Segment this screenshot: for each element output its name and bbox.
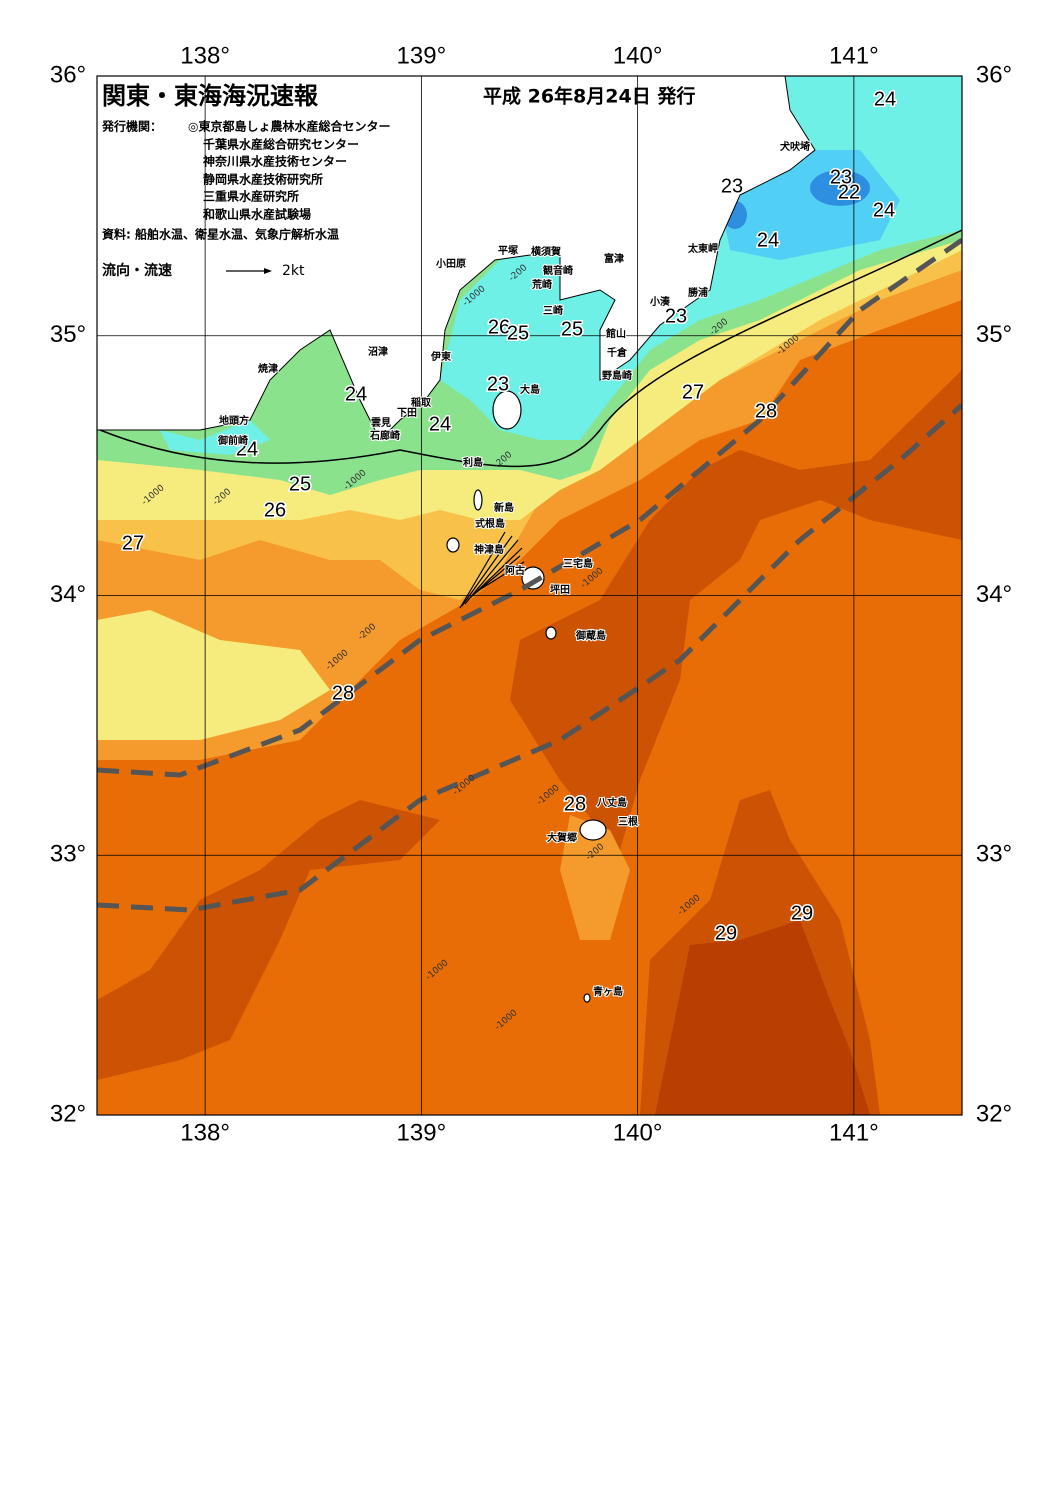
lon-label: 139°: [397, 42, 447, 69]
lon-label: 138°: [180, 42, 230, 69]
lon-label: 140°: [613, 1119, 663, 1146]
issuer: 和歌山県水産試験場: [202, 207, 311, 222]
place-name: 犬吠埼: [780, 140, 810, 153]
temperature-label: 24: [429, 413, 451, 435]
place-name: 稲取: [411, 396, 432, 409]
temperature-label: 29: [715, 922, 737, 944]
issue-date: 平成 26年8月24日 発行: [483, 85, 695, 108]
place-name: 小田原: [435, 257, 466, 270]
place-name: 大賀郷: [547, 831, 577, 844]
place-name: 焼津: [258, 362, 278, 375]
issuer: 千葉県水産総合研究センター: [203, 137, 359, 152]
lat-label: 35°: [50, 321, 86, 348]
place-name: 横須賀: [531, 245, 561, 258]
temperature-label: 25: [561, 318, 583, 340]
source: 資料: 船舶水温、衛星水温、気象庁解析水温: [102, 227, 339, 242]
place-name: 八丈島: [596, 796, 627, 809]
legend-scale: 2kt: [282, 263, 305, 279]
temperature-label: 24: [873, 199, 895, 221]
place-name: 三根: [618, 815, 638, 828]
sea-surface-temperature: [97, 76, 962, 1115]
place-name: 御前崎: [217, 434, 248, 447]
temperature-label: 23: [721, 175, 743, 197]
lon-label: 138°: [180, 1119, 230, 1146]
temperature-label: 23: [665, 305, 687, 327]
place-name: 勝浦: [688, 286, 708, 299]
place-name: 神津島: [474, 543, 504, 556]
issuer-label: 発行機関：: [101, 119, 162, 134]
temperature-label: 28: [564, 793, 586, 815]
temperature-label: 23: [830, 166, 852, 188]
lon-label: 141°: [829, 42, 879, 69]
place-name: 観音崎: [543, 264, 573, 277]
place-name: 三宅島: [563, 557, 593, 570]
temperature-label: 25: [507, 322, 529, 344]
issuer: ◎東京都島しょ農林水産総合センター: [188, 119, 390, 134]
place-name: 平塚: [498, 244, 518, 257]
place-name: 沼津: [368, 345, 388, 358]
temperature-label: 28: [332, 682, 354, 704]
place-name: 小湊: [649, 295, 671, 308]
lon-label: 141°: [829, 1119, 879, 1146]
temperature-label: 24: [757, 229, 779, 251]
lat-label: 33°: [976, 841, 1012, 868]
place-name: 石廊崎: [369, 429, 400, 442]
place-name: 利島: [463, 456, 483, 469]
place-name: 館山: [605, 327, 626, 340]
lon-label: 139°: [397, 1119, 447, 1146]
lat-label: 34°: [50, 581, 86, 608]
title: 関東・東海海況速報: [102, 82, 319, 110]
lat-label: 36°: [50, 61, 86, 88]
place-name: 新島: [494, 501, 514, 514]
place-name: 千倉: [607, 346, 628, 359]
temperature-label: 29: [791, 902, 813, 924]
place-name: 地頭方: [219, 414, 249, 427]
place-name: 下田: [397, 407, 417, 419]
temperature-label: 28: [755, 400, 777, 422]
temperature-label: 26: [264, 499, 286, 521]
legend-label: 流向・流速: [102, 262, 172, 279]
place-name: 御蔵島: [575, 629, 606, 642]
temperature-label: 23: [487, 373, 509, 395]
temperature-label: 27: [682, 381, 704, 403]
lat-label: 32°: [50, 1100, 86, 1127]
issuer: 三重県水産研究所: [203, 189, 299, 204]
lat-label: 34°: [976, 581, 1012, 608]
place-name: 青ヶ島: [593, 985, 623, 998]
lat-label: 32°: [976, 1100, 1012, 1127]
place-name: 三崎: [543, 304, 563, 317]
place-name: 荒崎: [531, 278, 552, 291]
place-name: 式根島: [475, 517, 505, 530]
place-name: 坪田: [550, 583, 570, 596]
temperature-label: 24: [874, 88, 896, 110]
temperature-label: 26: [488, 316, 510, 338]
issuer: 神奈川県水産技術センター: [203, 154, 347, 169]
place-name: 大島: [520, 383, 540, 396]
map-frame: [96, 75, 963, 1116]
lat-label: 35°: [976, 321, 1012, 348]
place-name: 太東岬: [687, 242, 718, 255]
temperature-label: 24: [236, 438, 258, 460]
place-name: 雲見: [371, 417, 391, 429]
lat-label: 36°: [976, 61, 1012, 88]
place-name: 阿古: [505, 564, 525, 577]
place-name: 伊東: [430, 350, 451, 363]
graticule: [97, 75, 962, 1116]
place-name: 野島崎: [602, 369, 632, 382]
lat-label: 33°: [50, 841, 86, 868]
place-name: 富津: [604, 252, 624, 265]
temperature-label: 27: [122, 532, 144, 554]
lon-label: 140°: [613, 42, 663, 69]
issuer: 静岡県水産技術研究所: [203, 172, 323, 187]
temperature-label: 24: [345, 383, 367, 405]
temperature-label: 22: [838, 181, 860, 203]
temperature-label: 25: [289, 473, 311, 495]
legend-arrow-head: [264, 268, 272, 274]
